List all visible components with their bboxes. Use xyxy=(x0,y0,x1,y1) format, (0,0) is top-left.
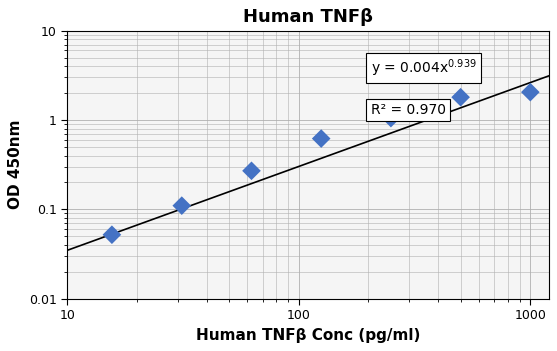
Title: Human TNFβ: Human TNFβ xyxy=(243,8,373,26)
Point xyxy=(108,232,116,238)
Point xyxy=(317,136,326,141)
Point xyxy=(247,168,256,174)
Point xyxy=(456,94,465,100)
Point xyxy=(177,203,186,208)
Point xyxy=(526,90,535,95)
Text: R² = 0.970: R² = 0.970 xyxy=(370,103,446,117)
X-axis label: Human TNFβ Conc (pg/ml): Human TNFβ Conc (pg/ml) xyxy=(196,328,420,343)
Y-axis label: OD 450nm: OD 450nm xyxy=(8,120,23,210)
Point xyxy=(387,115,395,121)
Text: y = 0.004x$^{0.939}$: y = 0.004x$^{0.939}$ xyxy=(370,58,476,79)
